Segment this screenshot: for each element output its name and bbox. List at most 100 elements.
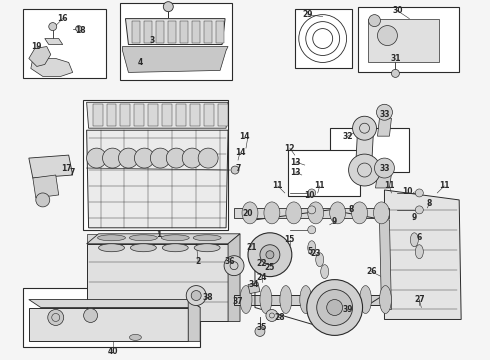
Polygon shape (29, 307, 188, 341)
Bar (295, 9, 352, 68)
Text: 33: 33 (379, 110, 390, 119)
Text: 12: 12 (285, 144, 295, 153)
Text: 26: 26 (366, 267, 377, 276)
Circle shape (48, 310, 64, 325)
Text: 4: 4 (138, 58, 143, 67)
Bar (121, 3, 232, 80)
Text: 24: 24 (257, 273, 267, 282)
Text: 27: 27 (414, 295, 425, 304)
Ellipse shape (410, 233, 418, 247)
Circle shape (416, 206, 423, 214)
Circle shape (87, 148, 106, 168)
Text: 39: 39 (343, 305, 353, 314)
Bar (23, 9, 105, 78)
Polygon shape (87, 234, 240, 244)
Text: 36: 36 (225, 257, 235, 266)
Polygon shape (148, 104, 158, 126)
Text: 21: 21 (247, 243, 257, 252)
Polygon shape (379, 220, 392, 310)
Text: 28: 28 (274, 313, 285, 322)
Text: 11: 11 (272, 181, 283, 190)
Text: 18: 18 (75, 26, 86, 35)
Text: 38: 38 (203, 293, 214, 302)
Polygon shape (190, 104, 200, 126)
Text: 5: 5 (307, 247, 312, 256)
Circle shape (348, 154, 380, 186)
Polygon shape (122, 46, 228, 72)
Bar (288, 150, 360, 196)
Text: 8: 8 (349, 206, 354, 215)
Circle shape (248, 233, 292, 276)
Text: 3: 3 (150, 36, 155, 45)
Polygon shape (234, 294, 390, 305)
Text: 8: 8 (427, 199, 432, 208)
Ellipse shape (352, 202, 368, 224)
Bar (83, 100, 228, 230)
Text: 20: 20 (243, 210, 253, 219)
Polygon shape (106, 104, 117, 126)
Text: 19: 19 (31, 42, 42, 51)
Text: 40: 40 (107, 347, 118, 356)
Polygon shape (134, 104, 145, 126)
Ellipse shape (286, 202, 302, 224)
Circle shape (186, 285, 206, 306)
Polygon shape (228, 234, 240, 321)
Circle shape (150, 148, 171, 168)
Polygon shape (145, 21, 152, 42)
Text: 15: 15 (285, 235, 295, 244)
Text: 9: 9 (412, 213, 417, 222)
Polygon shape (162, 104, 172, 126)
Text: 7: 7 (235, 163, 241, 172)
Text: 35: 35 (257, 323, 267, 332)
Polygon shape (168, 21, 176, 42)
Text: 29: 29 (302, 10, 313, 19)
Circle shape (119, 148, 138, 168)
Text: 11: 11 (315, 181, 325, 190)
Ellipse shape (264, 202, 280, 224)
Circle shape (198, 148, 218, 168)
Polygon shape (356, 130, 373, 168)
Text: 23: 23 (311, 249, 321, 258)
Circle shape (368, 15, 380, 27)
Polygon shape (192, 21, 200, 42)
Ellipse shape (98, 235, 125, 241)
Text: 32: 32 (343, 132, 353, 141)
Ellipse shape (416, 245, 423, 259)
Polygon shape (29, 46, 51, 67)
Polygon shape (180, 21, 188, 42)
Ellipse shape (161, 235, 189, 241)
Polygon shape (125, 19, 225, 45)
Circle shape (84, 309, 98, 323)
Ellipse shape (98, 244, 124, 252)
Circle shape (416, 189, 423, 197)
Text: 22: 22 (257, 259, 267, 268)
Bar (23, 288, 200, 347)
Circle shape (376, 104, 392, 120)
Polygon shape (29, 300, 200, 307)
Circle shape (327, 300, 343, 315)
Polygon shape (33, 175, 59, 198)
Circle shape (163, 2, 173, 12)
Text: 9: 9 (332, 217, 337, 226)
Polygon shape (87, 130, 228, 228)
Ellipse shape (240, 285, 252, 314)
Polygon shape (176, 104, 186, 126)
Text: 11: 11 (439, 181, 449, 190)
Text: 11: 11 (384, 181, 394, 190)
Text: 7: 7 (70, 167, 75, 176)
Polygon shape (87, 102, 228, 128)
Polygon shape (204, 104, 214, 126)
Ellipse shape (260, 285, 272, 314)
Ellipse shape (373, 202, 390, 224)
Polygon shape (204, 21, 212, 42)
Text: 14: 14 (235, 148, 245, 157)
Polygon shape (216, 21, 224, 42)
Bar (330, 128, 409, 172)
Circle shape (49, 23, 57, 31)
Text: 13: 13 (291, 167, 301, 176)
Text: 10: 10 (304, 192, 315, 201)
Circle shape (255, 327, 265, 336)
Polygon shape (93, 104, 102, 126)
Circle shape (353, 116, 376, 140)
Text: 17: 17 (61, 163, 72, 172)
